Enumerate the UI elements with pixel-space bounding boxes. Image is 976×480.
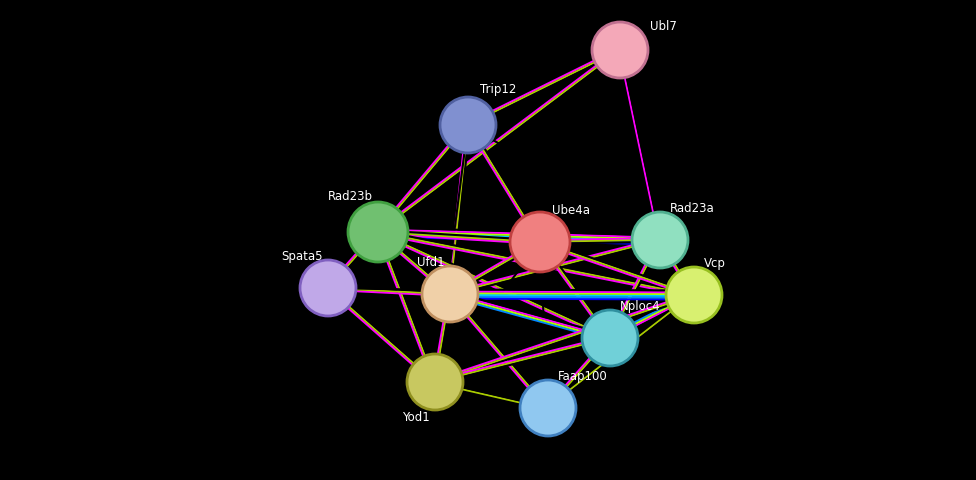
Circle shape [510, 213, 570, 273]
Circle shape [582, 311, 638, 366]
Circle shape [407, 354, 463, 410]
Circle shape [300, 261, 356, 316]
Circle shape [440, 98, 496, 154]
Text: Ufd1: Ufd1 [418, 255, 445, 268]
Text: Yod1: Yod1 [402, 410, 430, 423]
Text: Ube4a: Ube4a [552, 204, 590, 216]
Text: Ubl7: Ubl7 [650, 20, 677, 33]
Circle shape [592, 23, 648, 79]
Circle shape [666, 267, 722, 324]
Text: Vcp: Vcp [704, 256, 726, 269]
Circle shape [632, 213, 688, 268]
Circle shape [348, 203, 408, 263]
Text: Faap100: Faap100 [558, 369, 608, 382]
Text: Trip12: Trip12 [480, 83, 516, 96]
Text: Rad23a: Rad23a [670, 202, 714, 215]
Text: Spata5: Spata5 [281, 250, 323, 263]
Circle shape [520, 380, 576, 436]
Circle shape [422, 266, 478, 323]
Text: Rad23b: Rad23b [328, 190, 373, 203]
Text: Nploc4: Nploc4 [620, 300, 661, 312]
